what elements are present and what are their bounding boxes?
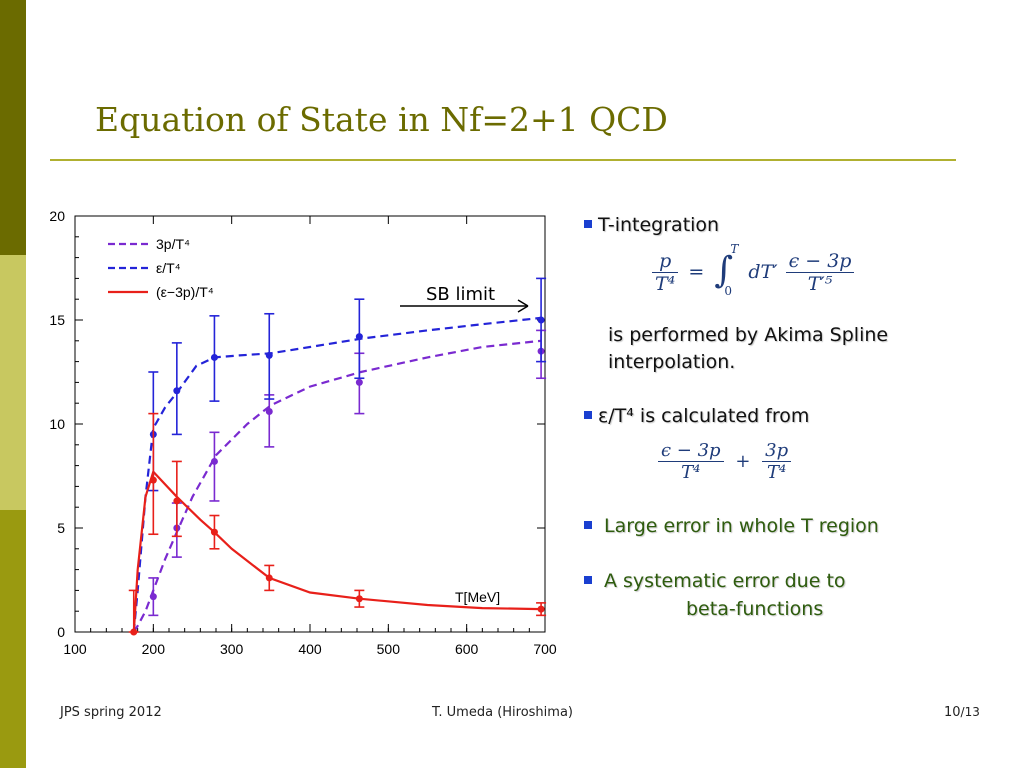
- bullet-large-error: Large error in whole T region: [584, 515, 879, 537]
- legend: 3p/T⁴ ε/T⁴ (ε−3p)/T⁴: [108, 236, 214, 300]
- formula-a-num: ϵ − 3p: [658, 440, 724, 462]
- data-point: [537, 605, 545, 613]
- bullet-square-icon: [584, 410, 592, 419]
- bullet-text: A systematic error due to: [604, 570, 846, 592]
- formula-a-den: T⁴: [681, 462, 701, 483]
- x-tick-label: 100: [63, 641, 87, 657]
- integral-lower: 0: [724, 284, 732, 298]
- footer-page-total: /13: [960, 705, 980, 719]
- sb-limit-label: SB limit: [426, 284, 495, 305]
- formula-b-num: 3p: [762, 440, 792, 462]
- legend-label-0: 3p/T⁴: [156, 236, 190, 252]
- formula-plus: +: [735, 451, 751, 472]
- series-line-2: [132, 469, 542, 633]
- footer-event: JPS spring 2012: [60, 705, 162, 720]
- footer-author: T. Umeda (Hiroshima): [432, 705, 573, 720]
- bullet-text: Large error in whole T region: [604, 515, 879, 537]
- data-point: [265, 574, 273, 582]
- y-tick-label: 5: [57, 520, 65, 536]
- formula-rhs: ϵ − 3p T′⁵: [785, 250, 855, 295]
- formula-b: 3p T⁴: [762, 440, 792, 483]
- x-tick-label: 200: [142, 641, 166, 657]
- footer-page-current: 10: [944, 705, 961, 720]
- y-tick-label: 15: [49, 312, 65, 328]
- integration-formula: p T⁴ = ∫ T 0 dT′ ϵ − 3p T′⁵: [652, 242, 855, 298]
- plot-frame: [74, 215, 546, 633]
- integral-upper: T: [730, 242, 739, 256]
- slide-title: Equation of State in Nf=2+1 QCD: [95, 100, 668, 139]
- bullet-systematic-error: A systematic error due to: [584, 570, 846, 592]
- x-tick-label: 300: [220, 641, 244, 657]
- bullet-square-icon: [584, 219, 592, 228]
- formula-differential: dT′: [748, 261, 778, 283]
- series-points: [128, 277, 547, 636]
- data-point: [265, 351, 273, 359]
- formula-rhs-num: ϵ − 3p: [785, 250, 855, 273]
- x-unit-label: T[MeV]: [455, 589, 500, 605]
- data-point: [173, 387, 181, 395]
- stripe-dark-segment: [0, 0, 26, 255]
- eos-chart: 100 200 300 400 500 600 700 0 5 10 15 20 3p/T⁴ ε/T⁴ (…: [49, 208, 556, 657]
- data-point: [149, 476, 157, 484]
- formula-integral: ∫ T 0: [714, 242, 738, 298]
- axis-ticks: 100 200 300 400 500 600 700 0 5 10 15 20: [49, 208, 556, 657]
- title-underline: [50, 159, 956, 161]
- data-point: [355, 333, 363, 341]
- x-tick-label: 600: [455, 641, 479, 657]
- x-tick-label: 400: [298, 641, 322, 657]
- data-point: [210, 528, 218, 536]
- formula-b-den: T⁴: [767, 462, 787, 483]
- data-point: [210, 353, 218, 361]
- footer-page-number: 10/13: [944, 705, 980, 720]
- bullet-text: T-integration: [598, 214, 720, 236]
- bullet-akima-text: is performed by Akima Spline interpolati…: [608, 324, 889, 373]
- formula-lhs-num: p: [652, 250, 679, 273]
- data-point: [173, 497, 181, 505]
- formula-a: ϵ − 3p T⁴: [658, 440, 724, 483]
- formula-lhs: p T⁴: [652, 250, 679, 295]
- y-tick-label: 10: [49, 416, 65, 432]
- x-tick-label: 500: [377, 641, 401, 657]
- x-tick-label: 700: [533, 641, 557, 657]
- y-tick-label: 20: [49, 208, 65, 224]
- bullet-energy-density: ε/T⁴ is calculated from: [584, 405, 809, 427]
- sb-limit-annotation: SB limit: [400, 284, 529, 313]
- data-point: [265, 408, 273, 416]
- data-point: [355, 595, 363, 603]
- stripe-light-segment: [0, 255, 26, 510]
- bullet-systematic-error-line2: beta-functions: [686, 598, 824, 620]
- data-point: [537, 316, 545, 324]
- stripe-mid-segment: [0, 510, 26, 768]
- data-point: [130, 628, 138, 636]
- bullet-t-integration: T-integration: [584, 214, 719, 236]
- bullet-text: ε/T⁴ is calculated from: [598, 405, 810, 427]
- data-point: [210, 457, 218, 465]
- integral-sign: ∫: [714, 250, 734, 291]
- legend-label-2: (ε−3p)/T⁴: [156, 284, 214, 300]
- data-point: [149, 593, 157, 601]
- data-point: [355, 378, 363, 386]
- formula-equals: =: [688, 261, 705, 283]
- series-line-0: [132, 339, 542, 633]
- decorative-stripe: [0, 0, 26, 768]
- bullet-square-icon: [584, 520, 592, 529]
- energy-formula: ϵ − 3p T⁴ + 3p T⁴: [658, 440, 792, 483]
- bullet-square-icon: [584, 575, 592, 584]
- formula-rhs-den: T′⁵: [807, 272, 833, 295]
- y-tick-label: 0: [57, 624, 65, 640]
- legend-label-1: ε/T⁴: [156, 260, 181, 276]
- sb-limit-arrowhead: [517, 299, 529, 313]
- formula-lhs-den: T⁴: [655, 272, 676, 295]
